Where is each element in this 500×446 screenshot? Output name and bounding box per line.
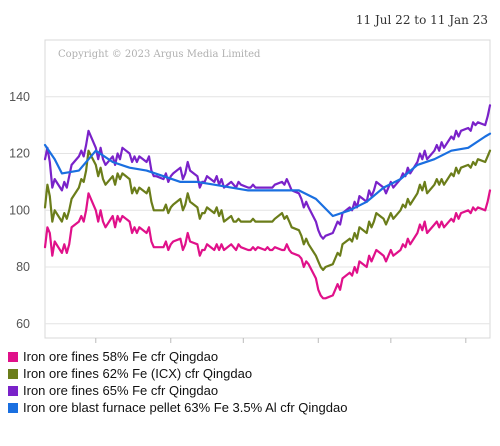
y-tick-label: 60 xyxy=(16,317,30,331)
y-tick-label: 80 xyxy=(16,260,30,274)
series-line-3 xyxy=(43,104,492,240)
legend-label: Iron ore blast furnace pellet 63% Fe 3.5… xyxy=(23,400,348,415)
legend-label: Iron ore fines 65% Fe cfr Qingdao xyxy=(23,383,219,398)
legend-swatch xyxy=(8,368,18,379)
legend-item[interactable]: Iron ore blast furnace pellet 63% Fe 3.5… xyxy=(8,399,347,416)
date-range-label: 11 Jul 22 to 11 Jan 23 xyxy=(355,13,488,27)
legend-label: Iron ore fines 62% Fe (ICX) cfr Qingdao xyxy=(23,366,253,381)
legend-item[interactable]: Iron ore fines 65% Fe cfr Qingdao xyxy=(8,382,347,399)
x-axis-ticks xyxy=(95,338,467,343)
grid-lines xyxy=(45,96,490,325)
legend: Iron ore fines 58% Fe cfr Qingdao Iron or… xyxy=(8,348,347,416)
plot-area xyxy=(44,39,491,339)
legend-swatch xyxy=(8,351,18,362)
y-tick-label: 120 xyxy=(9,147,30,161)
series-lines xyxy=(43,104,492,300)
legend-item[interactable]: Iron ore fines 58% Fe cfr Qingdao xyxy=(8,348,347,365)
series-line-1 xyxy=(43,189,492,300)
y-axis-labels: 60 80 100 120 140 xyxy=(9,90,30,331)
y-tick-label: 100 xyxy=(9,203,30,217)
series-line-4 xyxy=(43,132,492,218)
legend-swatch xyxy=(8,385,18,396)
legend-item[interactable]: Iron ore fines 62% Fe (ICX) cfr Qingdao xyxy=(8,365,347,382)
legend-label: Iron ore fines 58% Fe cfr Qingdao xyxy=(23,349,219,364)
series-line-2 xyxy=(43,149,492,271)
legend-swatch xyxy=(8,402,18,413)
copyright-notice: Copyright © 2023 Argus Media Limited xyxy=(58,49,261,60)
y-tick-label: 140 xyxy=(9,90,30,104)
